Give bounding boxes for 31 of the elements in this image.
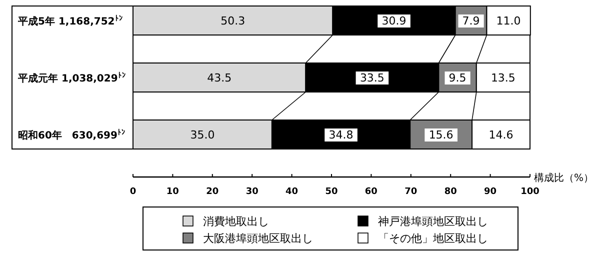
data-label: 35.0 (190, 128, 215, 142)
data-label: 11.0 (496, 14, 521, 28)
data-label: 15.6 (428, 128, 454, 142)
x-tick-label: 80 (444, 187, 457, 197)
legend-label: 「その他」地区取出し (378, 232, 488, 245)
legend-label: 大阪港埠頭地区取出し (203, 232, 313, 245)
category-label: 平成元年 1,038,029$^{ﾄﾝ}$ (18, 72, 126, 84)
x-tick-label: 40 (286, 187, 298, 197)
data-label: 30.9 (382, 14, 406, 28)
data-label: 13.5 (490, 72, 516, 84)
x-tick-label: 50 (325, 187, 338, 197)
data-label: 50.3 (220, 14, 246, 28)
x-tick-label: 60 (364, 187, 378, 197)
x-tick-label: 90 (484, 187, 497, 197)
x-tick-label: 100 (520, 187, 540, 197)
x-tick-label: 0 (130, 187, 136, 197)
x-tick-label: 10 (166, 187, 179, 197)
data-label: 33.5 (360, 72, 384, 84)
category-label: 昭和60年 630,699$^{ﾄﾝ}$ (18, 128, 126, 142)
legend-label: 神戸港埠頭地区取出し (378, 215, 488, 228)
data-label: 14.6 (488, 128, 514, 142)
category-label: 平成5年 1,168,752$^{ﾄﾝ}$ (18, 14, 123, 28)
legend-label: 消費地取出し (203, 215, 269, 228)
data-label: 9.5 (448, 72, 466, 84)
x-tick-label: 20 (206, 187, 219, 197)
x-tick-label: 70 (404, 187, 418, 197)
data-label: 43.5 (207, 72, 232, 84)
data-label: 34.8 (328, 128, 354, 142)
x-axis-title: 構成比（%） (534, 172, 594, 184)
data-label: 7.9 (462, 14, 480, 28)
x-tick-label: 30 (246, 187, 258, 197)
